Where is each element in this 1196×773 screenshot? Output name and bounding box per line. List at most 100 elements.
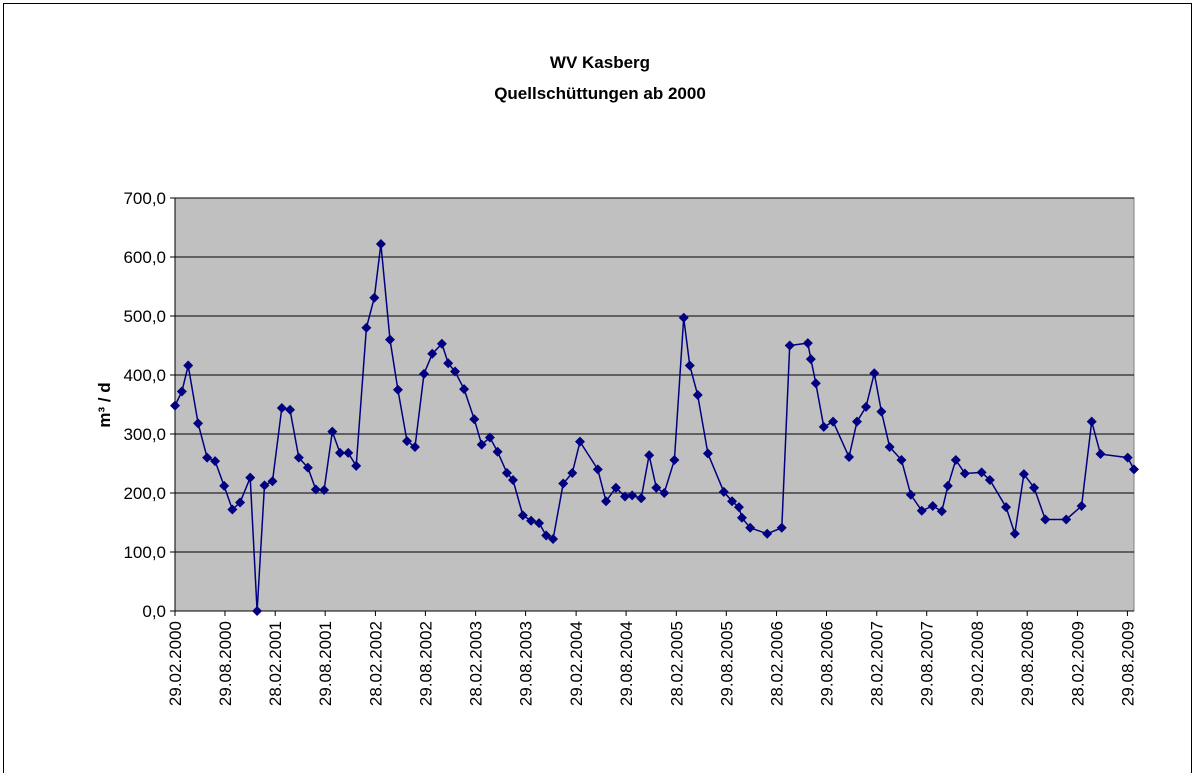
marker [718,486,729,497]
marker [762,528,773,539]
plot-area [174,197,1135,612]
marker [927,500,938,511]
marker [202,452,213,463]
marker [1061,514,1072,525]
marker [567,467,578,478]
marker [419,368,430,379]
marker [443,358,454,369]
marker [436,338,447,349]
marker [343,447,354,458]
marker [526,515,537,526]
x-tick-label: 29.08.2001 [316,621,335,706]
y-tick-label: 500,0 [123,307,166,326]
x-tick-label: 29.08.2003 [517,621,536,706]
marker [574,436,585,447]
x-tick-label: 29.02.2000 [166,621,185,706]
marker [1018,469,1029,480]
marker [896,454,907,465]
marker [784,340,795,351]
marker [501,467,512,478]
marker [319,485,330,496]
marker [810,378,821,389]
marker [302,462,313,473]
marker [335,447,346,458]
marker [507,475,518,486]
marker [227,504,238,515]
marker [558,478,569,489]
marker [702,448,713,459]
marker [869,368,880,379]
x-tick-label: 29.08.2007 [918,621,937,706]
marker [727,496,738,507]
marker [183,360,194,371]
marker [176,386,187,397]
marker [267,476,278,487]
marker [636,493,647,504]
marker [876,406,887,417]
marker [1095,449,1106,460]
marker [1001,502,1012,513]
x-tick-label: 28.02.2009 [1068,621,1087,706]
x-tick-label: 29.08.2004 [617,621,636,706]
marker [369,292,380,303]
marker [276,403,287,414]
x-tick-label: 29.08.2006 [818,621,837,706]
marker [733,502,744,513]
marker [1086,416,1097,427]
marker [235,497,246,508]
marker [692,390,703,401]
marker [627,490,638,501]
y-tick-label: 400,0 [123,366,166,385]
marker [219,480,230,491]
marker [745,522,756,533]
marker [1122,452,1133,463]
marker [984,475,995,486]
marker [601,496,612,507]
x-tick-label: 28.02.2002 [366,621,385,706]
marker [476,439,487,450]
marker [828,416,839,427]
marker [285,404,296,415]
marker [327,426,338,437]
marker [942,480,953,491]
marker [517,510,528,521]
marker [351,460,362,471]
y-tick-label: 300,0 [123,425,166,444]
marker [392,384,403,395]
marker [484,432,495,443]
marker [651,482,662,493]
marker [259,480,270,491]
y-tick-label: 700,0 [123,189,166,208]
marker [541,530,552,541]
marker [548,534,559,545]
y-tick-label: 600,0 [123,248,166,267]
marker [959,468,970,479]
marker [884,441,895,452]
x-tick-label: 29.08.2005 [717,621,736,706]
marker [818,421,829,432]
marker [245,472,256,483]
x-tick-label: 29.08.2000 [216,621,235,706]
marker [610,482,621,493]
marker [736,512,747,523]
marker [802,338,813,349]
marker [659,488,670,498]
marker [469,414,480,425]
x-tick-label: 28.02.2007 [868,621,887,706]
marker [936,506,947,517]
x-tick-label: 28.02.2005 [667,621,686,706]
y-axis-label: m³ / d [95,382,114,427]
marker [492,446,503,457]
marker [861,401,872,412]
marker [678,312,689,323]
marker [375,239,386,250]
x-tick-label: 28.02.2003 [467,621,486,706]
marker [170,400,180,411]
marker [193,418,204,429]
x-tick-label: 28.02.2006 [768,621,787,706]
marker [409,441,420,452]
marker [805,354,816,365]
marker [669,454,680,465]
marker [384,334,395,345]
